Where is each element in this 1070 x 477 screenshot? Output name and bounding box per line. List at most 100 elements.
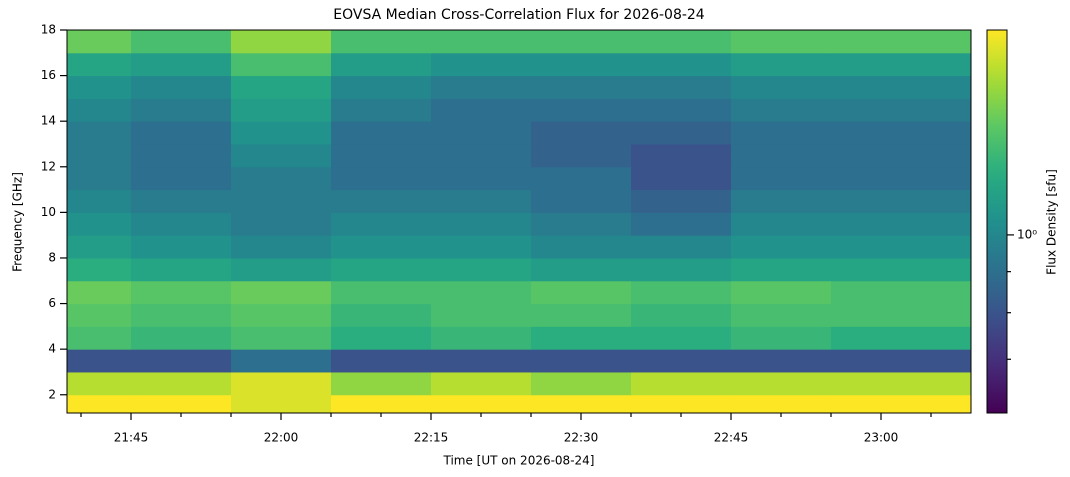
heatmap-cell — [631, 349, 732, 373]
y-tick-label: 18 — [41, 23, 56, 37]
heatmap-cell — [67, 349, 132, 373]
heatmap-cell — [531, 212, 632, 236]
y-tick-label: 4 — [48, 342, 56, 356]
heatmap-cell — [67, 189, 132, 213]
heatmap-cell — [331, 371, 432, 396]
heatmap-cell — [331, 166, 432, 191]
heatmap-cell — [331, 30, 432, 54]
heatmap-cell — [731, 349, 832, 373]
heatmap-cell — [631, 75, 732, 99]
heatmap-cell — [231, 189, 332, 213]
heatmap-cell — [131, 30, 232, 54]
heatmap-cell — [131, 212, 232, 236]
colorbar — [986, 29, 1008, 414]
heatmap-cell — [67, 75, 132, 99]
heatmap-cell — [331, 326, 432, 350]
heatmap-cell — [67, 52, 132, 77]
y-tick-label: 14 — [41, 114, 56, 128]
heatmap-cell — [431, 75, 532, 99]
y-axis-label: Frequency [GHz] — [11, 172, 25, 272]
heatmap-cell — [631, 280, 732, 305]
heatmap-cell — [431, 303, 532, 327]
x-tick-label: 22:00 — [264, 431, 299, 445]
heatmap-cell — [531, 280, 632, 305]
heatmap-cell — [67, 98, 132, 122]
heatmap-cell — [431, 394, 532, 414]
heatmap-cell — [831, 303, 972, 327]
heatmap-cell — [531, 166, 632, 191]
heatmap-cell — [631, 189, 732, 213]
heatmap-cell — [731, 303, 832, 327]
heatmap-cell — [531, 371, 632, 396]
heatmap-cell — [531, 121, 632, 145]
heatmap-cell — [631, 303, 732, 327]
heatmap-cell — [831, 349, 972, 373]
heatmap-cell — [67, 166, 132, 191]
heatmap-cell — [531, 349, 632, 373]
heatmap-cell — [731, 189, 832, 213]
heatmap-cell — [831, 75, 972, 99]
heatmap-cell — [67, 303, 132, 327]
heatmap-cell — [631, 257, 732, 282]
x-tick-label: 23:00 — [864, 431, 899, 445]
heatmap-cell — [531, 326, 632, 350]
heatmap-cell — [531, 98, 632, 122]
heatmap-cell — [831, 166, 972, 191]
heatmap-cell — [831, 280, 972, 305]
heatmap-cell — [331, 280, 432, 305]
heatmap-cell — [67, 280, 132, 305]
heatmap-cell — [67, 235, 132, 259]
heatmap-cell — [731, 143, 832, 168]
heatmap-cell — [431, 143, 532, 168]
heatmap-cell — [631, 212, 732, 236]
heatmap-cell — [431, 166, 532, 191]
heatmap-cell — [231, 394, 332, 414]
heatmap-cell — [131, 257, 232, 282]
heatmap-cell — [831, 143, 972, 168]
y-tick-label: 16 — [41, 68, 56, 82]
heatmap-cell — [231, 98, 332, 122]
heatmap-cell — [331, 235, 432, 259]
y-tick-label: 10 — [41, 205, 56, 219]
colorbar-label: Flux Density [sfu] — [1045, 169, 1059, 275]
heatmap-cell — [731, 75, 832, 99]
heatmap-cell — [231, 52, 332, 77]
heatmap-cell — [231, 303, 332, 327]
heatmap-cell — [331, 52, 432, 77]
heatmap-cell — [131, 121, 232, 145]
heatmap-cell — [131, 394, 232, 414]
heatmap-cell — [531, 189, 632, 213]
heatmap-cell — [831, 98, 972, 122]
y-tick-label: 6 — [48, 296, 56, 310]
chart-title: EOVSA Median Cross-Correlation Flux for … — [333, 7, 705, 23]
heatmap-cell — [231, 212, 332, 236]
heatmap-cell — [231, 121, 332, 145]
heatmap-cell — [231, 143, 332, 168]
heatmap-cell — [67, 394, 132, 414]
heatmap-cell — [231, 166, 332, 191]
heatmap-cell — [331, 257, 432, 282]
heatmap-cell — [431, 121, 532, 145]
heatmap-cell — [331, 212, 432, 236]
heatmap-cell — [831, 326, 972, 350]
heatmap-cell — [431, 349, 532, 373]
heatmap-cell — [831, 235, 972, 259]
heatmap-cell — [731, 121, 832, 145]
heatmap-cell — [131, 235, 232, 259]
heatmap-cell — [131, 349, 232, 373]
heatmap-cell — [331, 349, 432, 373]
heatmap-cell — [331, 121, 432, 145]
heatmap-cell — [231, 371, 332, 396]
heatmap-cell — [131, 326, 232, 350]
heatmap-cell — [431, 280, 532, 305]
heatmap-cell — [631, 166, 732, 191]
heatmap-cell — [431, 52, 532, 77]
heatmap-cell — [131, 75, 232, 99]
heatmap-cell — [831, 30, 972, 54]
heatmap-cell — [131, 303, 232, 327]
heatmap-cell — [531, 75, 632, 99]
heatmap-cell — [631, 30, 732, 54]
heatmap-cell — [631, 121, 732, 145]
heatmap-cell — [431, 326, 532, 350]
heatmap-cell — [331, 394, 432, 414]
